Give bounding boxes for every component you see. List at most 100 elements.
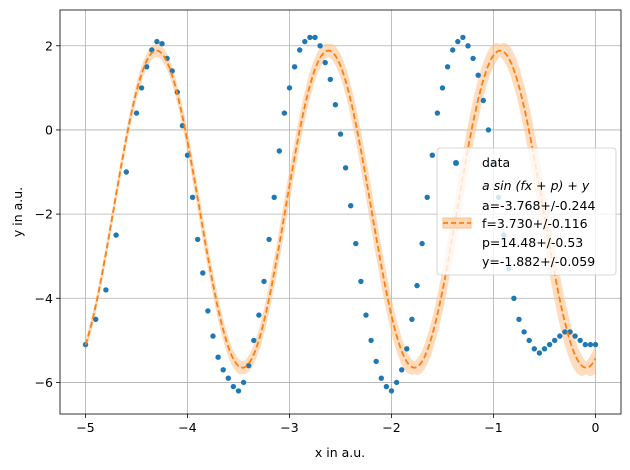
legend-fit-label: a sin (fx + p) + y — [482, 178, 590, 193]
data-point — [256, 312, 262, 318]
y-tick-label: −4 — [35, 291, 53, 306]
data-point — [516, 316, 522, 322]
data-point — [261, 278, 267, 285]
data-point — [582, 341, 588, 348]
data-point — [465, 43, 471, 49]
legend-data-marker — [453, 160, 459, 166]
data-point — [144, 64, 150, 70]
data-point — [225, 375, 231, 381]
data-point — [429, 152, 435, 158]
y-axis-label: y in a.u. — [10, 187, 25, 237]
data-point — [215, 354, 221, 360]
data-point — [470, 55, 476, 62]
legend: data a sin (fx + p) + y a=-3.768+/-0.244… — [436, 147, 617, 276]
legend-param-p: p=14.48+/-0.53 — [482, 235, 583, 250]
data-point — [281, 110, 288, 116]
data-point — [531, 346, 537, 352]
data-point — [230, 383, 237, 390]
data-point — [353, 240, 359, 247]
data-point — [312, 34, 318, 41]
data-point — [276, 148, 282, 154]
data-point — [286, 85, 293, 91]
data-point — [317, 43, 323, 49]
data-point — [271, 194, 277, 200]
x-tick-label: 0 — [592, 420, 600, 435]
data-point — [327, 76, 333, 83]
data-point — [220, 367, 226, 373]
data-point — [378, 375, 384, 381]
data-point — [399, 367, 405, 373]
data-point — [337, 131, 344, 137]
data-point — [348, 203, 354, 209]
data-point — [587, 341, 594, 348]
y-tick-label: 0 — [45, 122, 53, 137]
data-point — [557, 333, 563, 339]
data-point — [424, 194, 430, 200]
y-tick-label: −6 — [35, 375, 53, 390]
data-point — [200, 270, 206, 276]
legend-param-y: y=-1.882+/-0.059 — [482, 254, 595, 269]
data-point — [246, 362, 252, 369]
data-point — [552, 337, 558, 344]
legend-data-label: data — [482, 155, 510, 170]
y-tick-label: 2 — [45, 38, 53, 53]
data-point — [434, 110, 441, 116]
data-point — [419, 240, 425, 247]
data-point — [592, 341, 599, 348]
data-point — [480, 97, 486, 104]
data-point — [475, 72, 481, 78]
data-point — [133, 110, 140, 116]
x-tick-label: −3 — [280, 420, 298, 435]
data-point — [184, 152, 191, 158]
data-point — [93, 316, 99, 322]
legend-param-f: f=3.730+/-0.116 — [482, 216, 588, 231]
data-point — [195, 236, 201, 243]
confidence-band — [85, 42, 596, 377]
data-point — [235, 388, 242, 394]
data-point — [414, 282, 420, 289]
data-point — [113, 232, 119, 238]
legend-param-a: a=-3.768+/-0.244 — [482, 198, 595, 213]
data-point — [154, 38, 160, 45]
x-axis-label: x in a.u. — [315, 445, 365, 460]
data-point — [358, 278, 364, 285]
data-point — [526, 337, 532, 344]
data-point — [536, 350, 543, 356]
data-point — [342, 165, 349, 171]
legend-box — [436, 147, 617, 276]
fit-curve — [84, 49, 597, 369]
data-point — [266, 236, 272, 243]
data-point — [302, 38, 308, 45]
data-point — [373, 358, 379, 365]
data-point — [210, 333, 216, 339]
data-point — [251, 337, 257, 344]
data-point — [521, 329, 527, 335]
data-point — [511, 295, 517, 301]
data-point — [562, 329, 568, 335]
data-point — [322, 59, 328, 66]
data-point — [455, 38, 461, 45]
data-point — [404, 346, 410, 352]
data-point — [123, 169, 129, 175]
data-point — [393, 379, 400, 386]
x-tick-label: −2 — [382, 420, 400, 435]
data-point — [103, 287, 109, 293]
data-point — [444, 64, 451, 70]
x-tick-label: −5 — [76, 420, 94, 435]
data-point — [363, 312, 369, 318]
data-point — [297, 47, 303, 53]
y-ticks: −6 −4 −2 0 2 — [35, 38, 60, 390]
data-point — [439, 85, 446, 91]
x-tick-label: −1 — [484, 420, 502, 435]
data-point — [541, 346, 548, 352]
data-point — [291, 64, 298, 70]
data-point — [572, 333, 578, 339]
band-area — [85, 42, 596, 377]
data-point — [307, 34, 313, 41]
fit-line — [84, 49, 597, 369]
y-tick-label: −2 — [35, 207, 53, 222]
data-point — [388, 388, 395, 394]
data-point — [450, 47, 456, 53]
plot-frame — [59, 9, 622, 415]
